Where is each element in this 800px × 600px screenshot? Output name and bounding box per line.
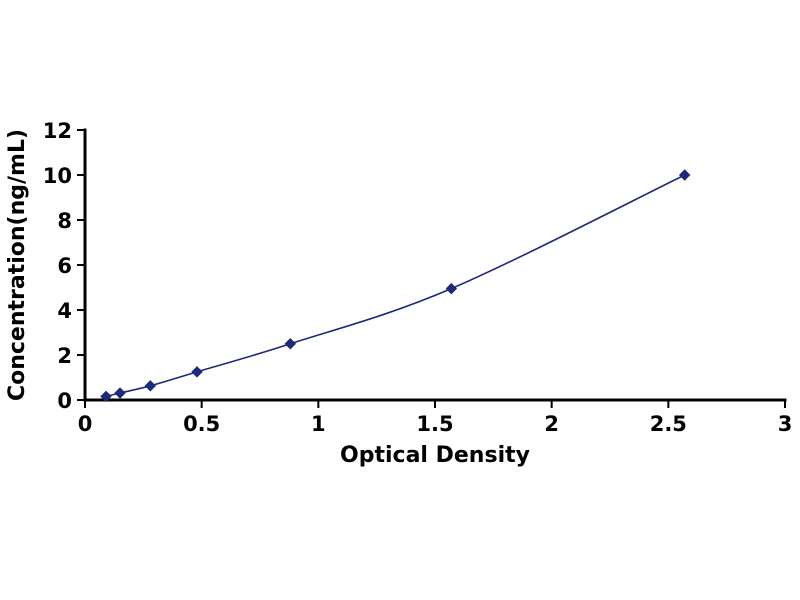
data-point-marker xyxy=(445,282,458,295)
data-point-marker xyxy=(191,366,203,378)
x-axis-tick-label: 0.5 xyxy=(183,412,220,436)
x-axis-title: Optical Density xyxy=(340,443,530,468)
data-point-marker xyxy=(100,390,112,403)
x-axis-tick-label: 3 xyxy=(778,412,793,436)
y-axis-tick-label: 6 xyxy=(57,254,72,278)
x-axis-tick-label: 2 xyxy=(544,412,559,436)
data-point-marker xyxy=(144,380,157,392)
y-axis-tick-label: 10 xyxy=(43,164,72,188)
y-axis-tick-label: 4 xyxy=(57,299,72,323)
y-axis-tick-label: 8 xyxy=(57,209,72,233)
data-point-marker xyxy=(284,338,297,350)
x-axis-tick-label: 0 xyxy=(78,412,93,436)
x-axis-tick-label: 1 xyxy=(311,412,326,436)
y-axis-tick-label: 2 xyxy=(57,344,72,368)
x-axis-tick-label: 1.5 xyxy=(416,412,453,436)
y-axis-title: Concentration(ng/mL) xyxy=(5,129,30,401)
data-point-marker xyxy=(678,169,691,181)
y-axis-tick-label: 0 xyxy=(57,389,72,413)
y-axis-tick-label: 12 xyxy=(43,119,72,143)
chart-layer: 0 0.5 1 1.5 2 2.5 3 0 2 4 6 8 10 12 xyxy=(43,119,793,436)
x-axis-tick-label: 2.5 xyxy=(650,412,687,436)
standard-curve-line xyxy=(105,174,686,398)
data-point-marker xyxy=(114,387,126,399)
